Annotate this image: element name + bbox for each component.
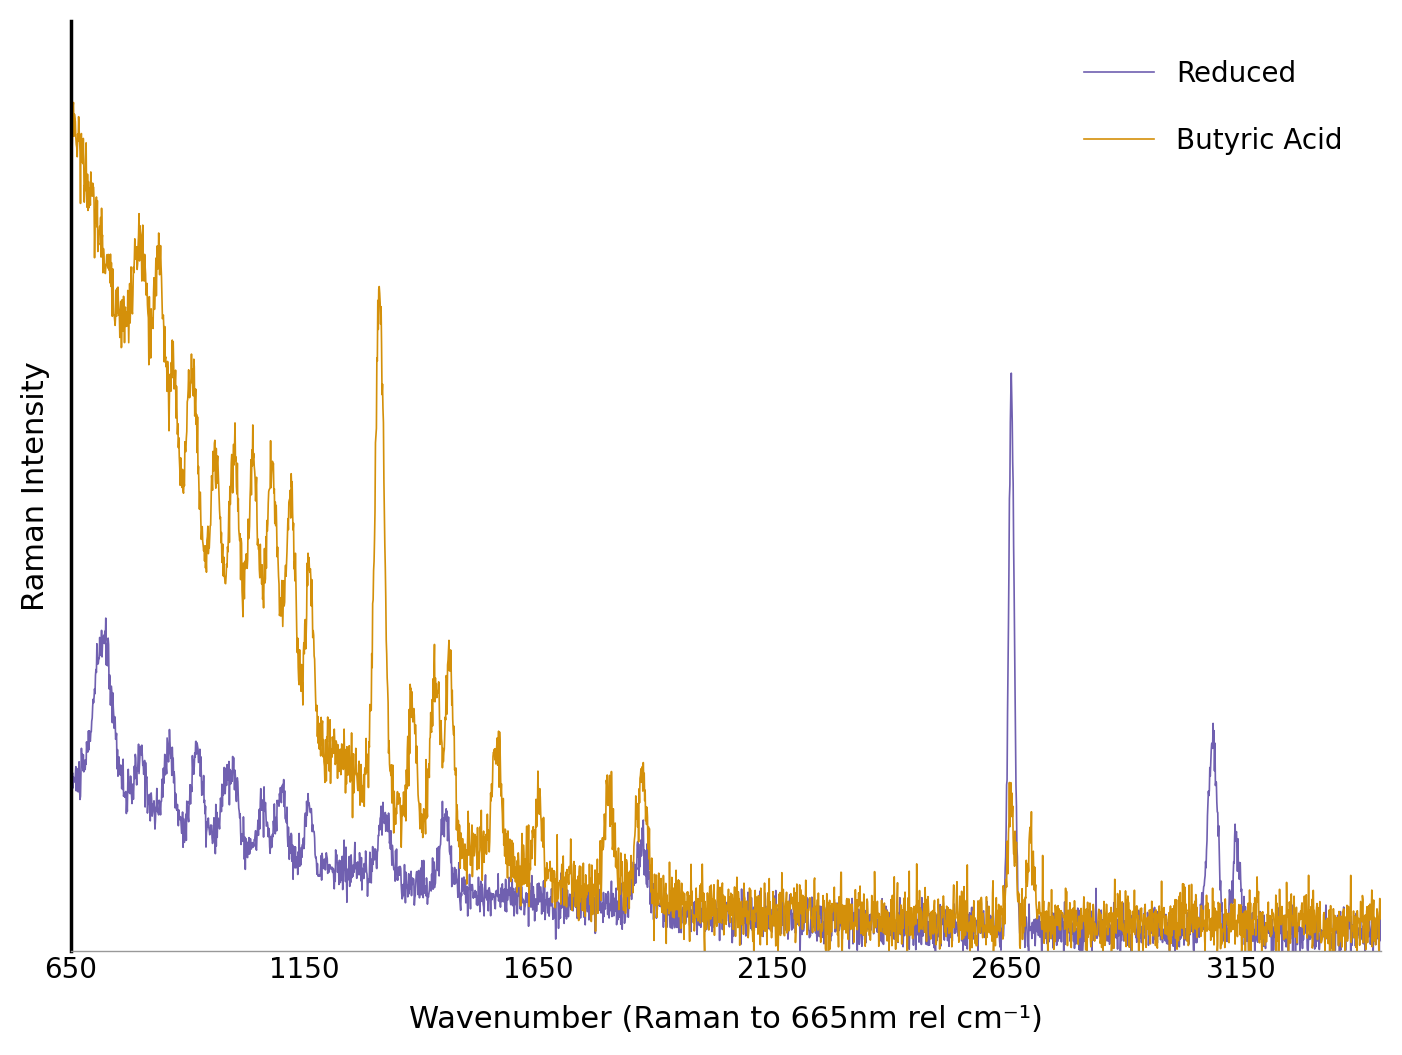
Line: Reduced: Reduced bbox=[70, 373, 1381, 952]
Butyric Acid bbox=[550, 888, 566, 901]
Butyric Acid bbox=[653, 900, 670, 913]
Butyric Acid bbox=[1141, 904, 1158, 917]
Line: Butyric Acid: Butyric Acid bbox=[70, 90, 1381, 952]
Butyric Acid bbox=[1373, 905, 1389, 918]
Reduced bbox=[1364, 945, 1381, 958]
Reduced bbox=[1002, 367, 1019, 380]
Butyric Acid bbox=[855, 887, 872, 900]
Reduced bbox=[653, 893, 670, 905]
Legend: Reduced, Butyric Acid: Reduced, Butyric Acid bbox=[1073, 49, 1353, 166]
Reduced bbox=[62, 757, 79, 770]
Y-axis label: Raman Intensity: Raman Intensity bbox=[21, 361, 50, 611]
Reduced bbox=[550, 897, 566, 909]
Butyric Acid bbox=[697, 945, 714, 958]
Butyric Acid bbox=[1095, 945, 1112, 958]
Reduced bbox=[1095, 931, 1112, 943]
Butyric Acid bbox=[1364, 922, 1381, 935]
Reduced bbox=[1373, 934, 1389, 946]
Reduced bbox=[792, 945, 809, 958]
Reduced bbox=[855, 903, 872, 916]
Butyric Acid bbox=[62, 83, 79, 96]
Reduced bbox=[1141, 928, 1158, 941]
X-axis label: Wavenumber (Raman to 665nm rel cm⁻¹): Wavenumber (Raman to 665nm rel cm⁻¹) bbox=[409, 1005, 1043, 1034]
